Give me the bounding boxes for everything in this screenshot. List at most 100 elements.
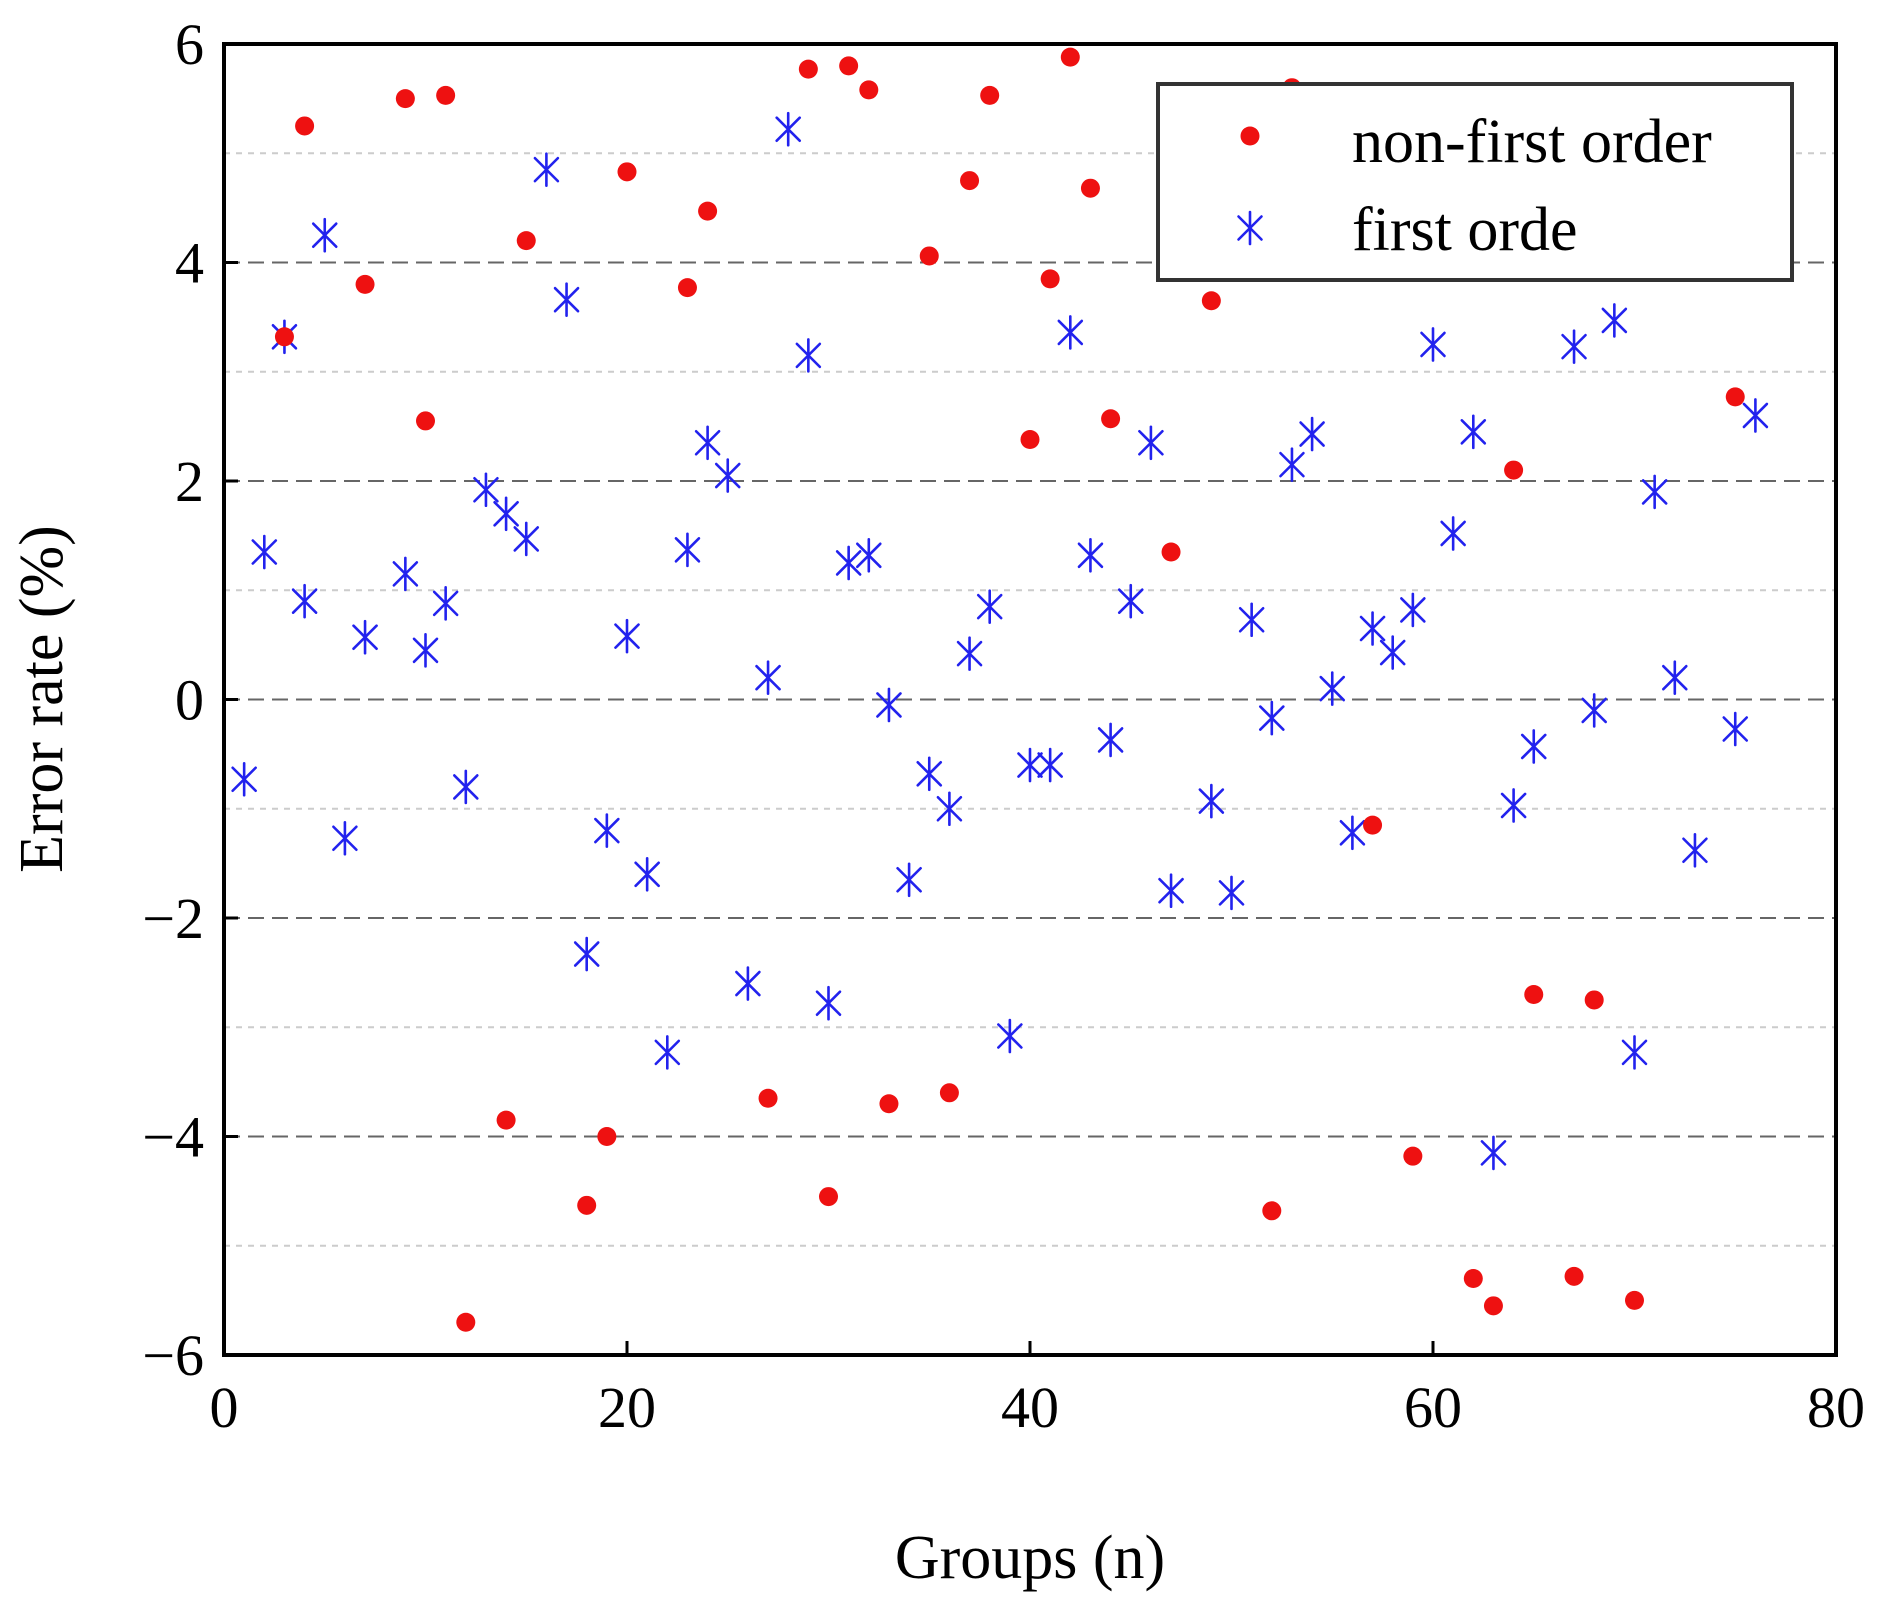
data-point-non-first-order: [1483, 1296, 1503, 1316]
data-point-first-order: [412, 633, 439, 668]
data-point-first-order: [1520, 729, 1547, 764]
data-point-non-first-order: [980, 85, 1000, 105]
data-point-first-order: [1057, 315, 1084, 350]
legend: non-first order first orde: [1156, 82, 1794, 282]
data-point-first-order: [634, 856, 660, 892]
data-point-non-first-order: [960, 171, 980, 191]
data-point-first-order: [1561, 329, 1587, 364]
data-point-non-first-order: [1363, 815, 1383, 835]
data-point-non-first-order: [819, 1187, 838, 1207]
data-point-non-first-order: [1040, 269, 1060, 289]
data-point-first-order: [513, 521, 540, 557]
data-point-non-first-order: [758, 1088, 778, 1108]
data-point-first-order: [1500, 788, 1527, 823]
grid-lines: [224, 152, 1836, 1247]
data-point-first-order: [1138, 425, 1164, 461]
data-point-non-first-order: [879, 1094, 899, 1114]
data-point-first-order: [553, 282, 580, 317]
data-point-non-first-order: [1463, 1269, 1483, 1289]
data-point-non-first-order: [939, 1083, 959, 1103]
data-point-first-order: [1621, 1035, 1648, 1070]
data-point-first-order: [815, 985, 842, 1021]
data-point-non-first-order: [698, 201, 718, 221]
data-point-non-first-order: [1725, 387, 1745, 407]
data-point-non-first-order: [416, 411, 435, 431]
data-point-non-first-order: [617, 162, 637, 182]
data-point-first-order: [976, 589, 1003, 624]
y-tick-label: −2: [142, 886, 204, 951]
data-point-first-order: [1400, 592, 1426, 628]
data-point-non-first-order: [1262, 1201, 1282, 1221]
data-point-non-first-order: [839, 56, 859, 76]
data-point-non-first-order: [496, 1110, 516, 1130]
data-point-non-first-order: [597, 1127, 617, 1146]
legend-box: [1156, 82, 1794, 282]
data-point-first-order: [1238, 602, 1265, 638]
data-point-non-first-order: [859, 80, 879, 100]
data-point-first-order: [916, 756, 943, 792]
data-point-non-first-order: [798, 59, 818, 79]
data-point-non-first-order: [1080, 178, 1100, 198]
data-point-first-order: [1641, 474, 1668, 510]
data-point-first-order: [432, 586, 459, 621]
data-point-non-first-order: [1403, 1146, 1423, 1166]
data-point-first-order: [1158, 873, 1184, 908]
x-tick-label: 20: [598, 1375, 656, 1440]
data-point-first-order: [855, 537, 882, 573]
data-point-first-order: [291, 583, 318, 619]
y-tick-label: 4: [175, 231, 204, 296]
data-point-first-order: [1742, 398, 1769, 433]
data-point-first-order: [1359, 611, 1386, 646]
data-point-first-order: [1117, 583, 1144, 619]
y-tick-label: 2: [175, 449, 204, 514]
data-point-first-order: [755, 660, 781, 695]
y-tick-label: −4: [142, 1105, 204, 1170]
data-point-first-order: [896, 862, 922, 898]
data-point-first-order: [1480, 1135, 1507, 1171]
data-point-first-order: [573, 936, 600, 972]
data-point-first-order: [452, 769, 479, 805]
data-point-non-first-order: [919, 246, 939, 266]
data-point-first-order: [1581, 693, 1607, 728]
data-point-first-order: [473, 472, 499, 508]
data-point-first-order: [614, 618, 640, 654]
data-point-first-order: [533, 152, 560, 187]
data-point-first-order: [311, 217, 338, 253]
data-point-first-order: [775, 111, 802, 147]
data-point-first-order: [352, 619, 378, 655]
data-point-first-order: [1339, 815, 1366, 851]
data-point-non-first-order: [1524, 984, 1544, 1004]
data-point-first-order: [1420, 327, 1446, 362]
x-axis-title: Groups (n): [895, 1524, 1165, 1592]
data-point-non-first-order: [677, 278, 697, 298]
legend-asterisk-marker: [1237, 210, 1263, 246]
data-point-non-first-order: [1101, 409, 1121, 429]
legend-marker-non-first-order: [1240, 126, 1260, 146]
y-tick-label: 6: [175, 12, 204, 77]
data-point-non-first-order: [274, 327, 294, 347]
data-point-non-first-order: [1564, 1266, 1584, 1286]
data-point-first-order: [1218, 875, 1245, 911]
data-point-first-order: [493, 496, 519, 532]
data-point-first-order: [1460, 414, 1487, 450]
data-point-first-order: [997, 1018, 1023, 1054]
y-tick-label: 0: [175, 668, 204, 733]
data-point-first-order: [1440, 516, 1466, 551]
data-point-non-first-order: [1584, 990, 1604, 1010]
data-point-first-order: [1299, 416, 1325, 452]
x-tick-label: 0: [210, 1375, 239, 1440]
data-point-first-order: [1682, 832, 1708, 868]
data-point-first-order: [694, 425, 721, 461]
data-point-non-first-order: [1504, 460, 1524, 480]
data-point-non-first-order: [1020, 429, 1040, 449]
data-point-first-order: [1077, 537, 1104, 573]
data-point-non-first-order: [516, 231, 536, 251]
data-point-first-order: [835, 545, 862, 581]
data-point-first-order: [332, 820, 358, 856]
data-point-first-order: [1279, 447, 1305, 482]
data-point-first-order: [251, 534, 278, 570]
data-point-first-order: [714, 458, 741, 493]
x-tick-label: 60: [1404, 1375, 1462, 1440]
data-point-non-first-order: [436, 85, 456, 105]
